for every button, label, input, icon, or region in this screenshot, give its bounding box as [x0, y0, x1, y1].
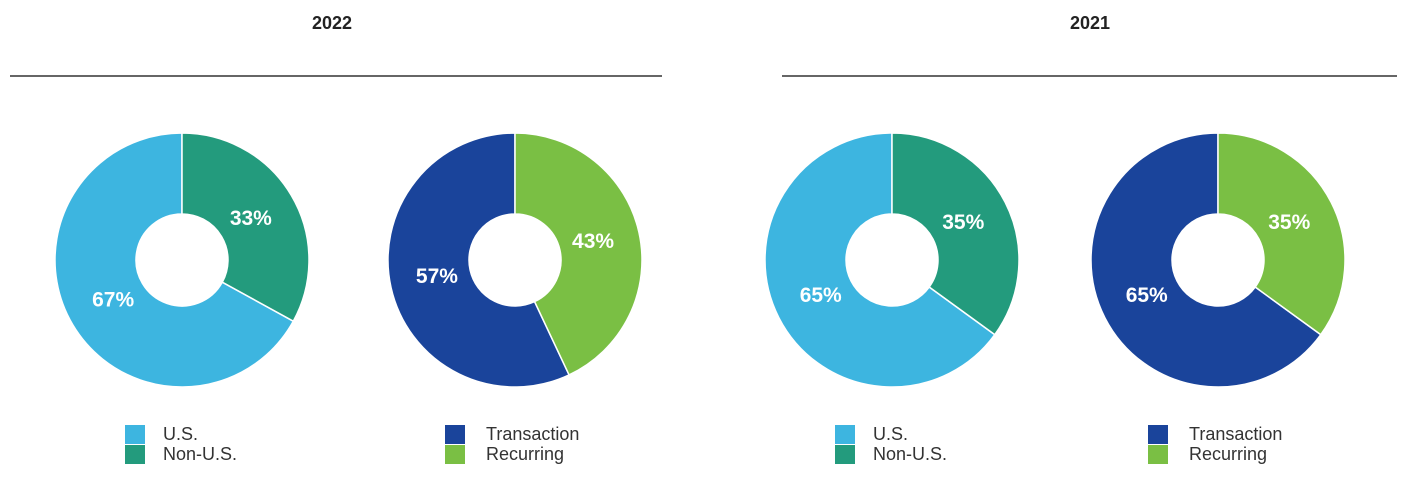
- group-title: 2022: [312, 13, 352, 33]
- value-label: 35%: [942, 211, 984, 234]
- legend-label: Recurring: [486, 444, 564, 464]
- legend-swatch: [1148, 425, 1168, 444]
- donut-slice: [891, 132, 1020, 336]
- legend-label: Non-U.S.: [873, 444, 947, 464]
- donut-slice: [387, 132, 571, 388]
- legend-swatch: [1148, 445, 1168, 464]
- value-label: 67%: [92, 288, 134, 311]
- legend-label: U.S.: [163, 424, 198, 444]
- legend-label: Recurring: [1189, 444, 1267, 464]
- legend-swatch: [125, 445, 145, 464]
- value-label: 33%: [230, 207, 272, 230]
- donut-slice: [514, 132, 643, 376]
- legend-label: Transaction: [1189, 424, 1282, 444]
- group-title: 2021: [1070, 13, 1110, 33]
- value-label: 35%: [1268, 211, 1310, 234]
- donut-slice: [1217, 132, 1346, 336]
- donut-slice: [1090, 132, 1322, 388]
- value-label: 65%: [1126, 284, 1168, 307]
- legend-swatch: [835, 445, 855, 464]
- donut-slice: [764, 132, 996, 388]
- donut-slice: [54, 132, 295, 388]
- legend-label: Transaction: [486, 424, 579, 444]
- legend-label: U.S.: [873, 424, 908, 444]
- legend-swatch: [445, 425, 465, 444]
- legend-swatch: [445, 445, 465, 464]
- value-label: 57%: [416, 265, 458, 288]
- value-label: 43%: [572, 230, 614, 253]
- legend-label: Non-U.S.: [163, 444, 237, 464]
- legend-swatch: [125, 425, 145, 444]
- donut-slice: [181, 132, 310, 323]
- legend-swatch: [835, 425, 855, 444]
- value-label: 65%: [800, 284, 842, 307]
